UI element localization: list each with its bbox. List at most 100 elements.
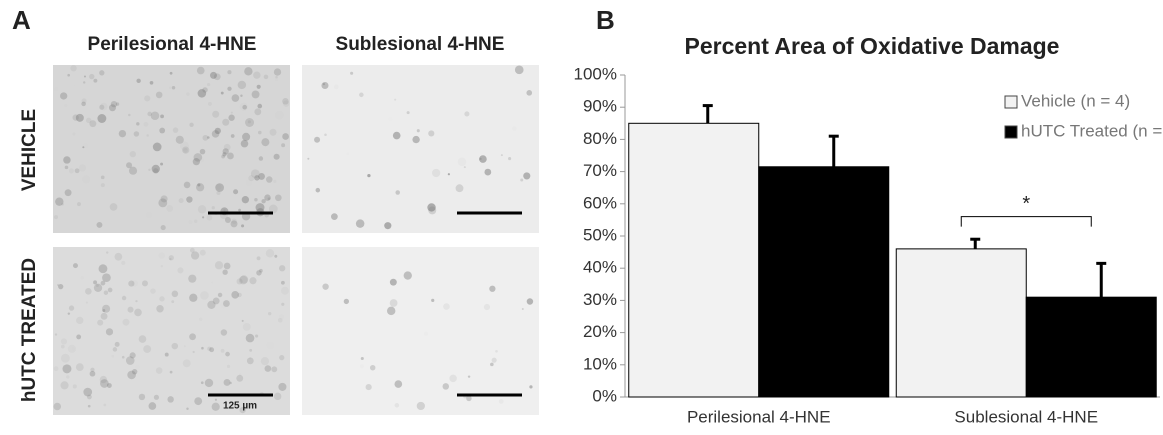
cell [145, 211, 153, 219]
cell [122, 318, 130, 326]
cell [237, 292, 242, 298]
cell [107, 287, 113, 293]
cell [442, 383, 450, 390]
cell [220, 91, 224, 95]
cell [315, 187, 321, 193]
cell [160, 224, 166, 231]
cell [277, 317, 283, 323]
cell [484, 168, 492, 176]
cell [229, 381, 232, 385]
cell [322, 83, 326, 86]
cell [167, 396, 174, 403]
cell [367, 173, 371, 178]
cell [102, 273, 111, 283]
cell [202, 134, 209, 141]
cell [127, 370, 136, 380]
cell [495, 349, 498, 353]
cell [214, 261, 224, 270]
cell [129, 352, 136, 359]
cell [148, 168, 151, 171]
cell [87, 404, 91, 408]
cell [242, 322, 251, 331]
cell [242, 104, 247, 110]
cell [249, 348, 253, 352]
cell [279, 265, 286, 272]
cell [149, 80, 154, 85]
cell [194, 397, 203, 406]
cell [60, 344, 65, 349]
cell [172, 127, 179, 133]
cell [479, 155, 487, 163]
cell [99, 104, 105, 110]
cell [200, 381, 204, 385]
cell [100, 280, 106, 286]
cell [359, 92, 364, 98]
cell [117, 175, 122, 180]
legend-swatch [1004, 125, 1018, 139]
cell [169, 87, 171, 89]
cell [102, 308, 106, 312]
cell [83, 75, 86, 78]
cell [143, 345, 152, 353]
cell [360, 356, 364, 361]
cell [111, 354, 115, 358]
cell [242, 132, 251, 141]
cell [121, 355, 125, 359]
cell [100, 102, 108, 111]
cell [96, 221, 103, 228]
y-tick-label: 50% [583, 225, 617, 244]
cell [183, 147, 188, 153]
cell [267, 197, 271, 201]
cell [54, 215, 59, 220]
cell [214, 398, 218, 401]
cell [346, 152, 349, 155]
cell [264, 365, 272, 372]
cell [178, 198, 184, 204]
cell [523, 172, 531, 180]
bar [895, 248, 1027, 398]
cell [213, 73, 221, 81]
cell [68, 168, 74, 174]
cell [220, 329, 228, 336]
cell [106, 251, 109, 254]
cell [224, 217, 231, 223]
cell [210, 71, 217, 79]
cell [131, 368, 138, 375]
cell [209, 347, 215, 353]
cell [238, 275, 248, 285]
cell [80, 276, 84, 280]
row-header: VEHICLE [19, 109, 40, 191]
cell [248, 175, 255, 182]
cell [245, 179, 253, 187]
legend-swatch [1004, 95, 1018, 109]
cell [241, 224, 245, 228]
cell [160, 195, 168, 203]
cell [134, 308, 142, 317]
cell [189, 333, 196, 341]
cell [257, 130, 262, 135]
bar [1025, 296, 1157, 398]
cell [160, 265, 164, 268]
cell [251, 90, 260, 99]
cell [324, 133, 327, 137]
cell [70, 65, 77, 72]
cell [155, 367, 163, 374]
error-bar [1096, 261, 1107, 298]
cell [62, 364, 72, 374]
cell [246, 357, 254, 365]
cell [388, 117, 393, 122]
cell [389, 278, 397, 286]
cell [63, 156, 71, 164]
cell [249, 277, 257, 285]
chart-title: Percent Area of Oxidative Damage [685, 33, 1060, 59]
cell [238, 208, 241, 212]
cell [136, 122, 140, 126]
cell [100, 379, 109, 388]
cell [206, 214, 213, 221]
cell [89, 120, 97, 128]
cell [230, 134, 235, 138]
cell [103, 290, 109, 295]
cell [220, 348, 225, 353]
cell [126, 162, 133, 169]
